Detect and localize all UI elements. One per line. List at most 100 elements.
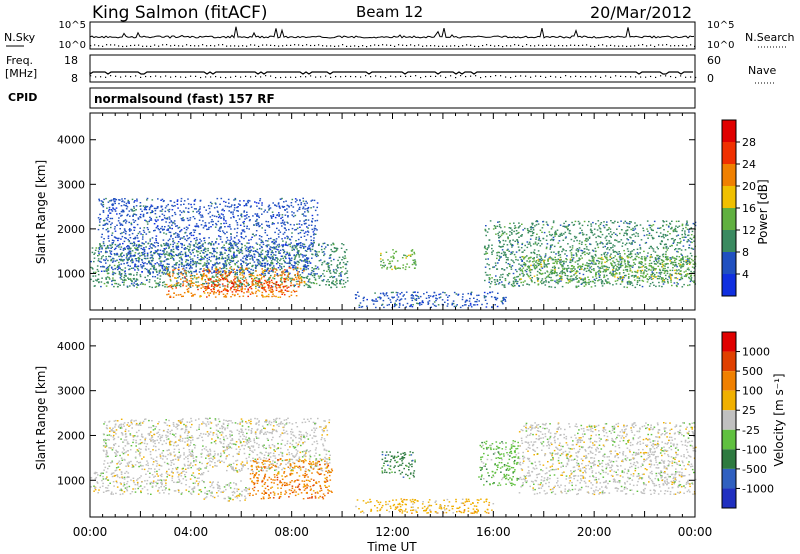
radar-cell — [216, 269, 218, 271]
radar-cell — [180, 273, 182, 275]
radar-cell — [529, 243, 531, 245]
radar-cell — [154, 213, 157, 215]
radar-cell — [218, 292, 221, 294]
radar-cell — [213, 271, 216, 273]
radar-cell — [653, 284, 655, 286]
radar-cell — [188, 280, 191, 282]
radar-cell — [107, 245, 109, 247]
radar-cell — [305, 239, 308, 241]
radar-cell — [251, 281, 253, 283]
radar-cell — [139, 216, 141, 218]
radar-cell — [225, 277, 228, 280]
radar-cell — [545, 279, 547, 282]
radar-cell — [135, 260, 138, 262]
radar-cell — [185, 278, 188, 280]
radar-cell — [692, 236, 695, 239]
radar-cell — [246, 264, 248, 267]
radar-cell — [332, 280, 334, 282]
radar-cell — [612, 273, 615, 276]
radar-cell — [145, 279, 148, 281]
radar-cell — [129, 252, 132, 254]
nsearch-dot — [694, 45, 696, 48]
radar-cell — [180, 197, 183, 200]
radar-cell — [135, 209, 137, 211]
radar-cell — [173, 264, 176, 266]
radar-cell — [212, 264, 215, 267]
radar-cell — [619, 277, 622, 279]
radar-cell — [303, 264, 306, 266]
radar-cell — [273, 223, 275, 225]
radar-cell — [161, 198, 164, 201]
radar-cell — [130, 222, 133, 224]
radar-cell — [305, 266, 307, 269]
radar-cell — [273, 254, 275, 256]
radar-cell — [165, 243, 167, 245]
radar-cell — [296, 269, 298, 272]
radar-cell — [682, 257, 684, 259]
radar-cell — [158, 263, 160, 265]
radar-cell — [262, 296, 264, 298]
radar-cell — [102, 242, 105, 245]
radar-cell — [132, 210, 134, 212]
radar-cell — [297, 286, 300, 288]
radar-cell — [203, 225, 206, 227]
nave-dot — [285, 76, 287, 78]
radar-cell — [506, 274, 509, 276]
radar-cell — [233, 236, 236, 239]
radar-cell — [342, 283, 345, 285]
radar-cell — [236, 276, 239, 278]
radar-cell — [255, 282, 257, 284]
radar-cell — [278, 215, 280, 217]
radar-cell — [281, 205, 284, 208]
radar-cell — [270, 260, 273, 262]
radar-cell — [300, 236, 302, 238]
radar-cell — [629, 251, 632, 253]
radar-cell — [551, 238, 553, 240]
radar-cell — [125, 222, 127, 224]
radar-cell — [218, 213, 220, 216]
radar-cell — [111, 222, 113, 224]
radar-cell — [552, 220, 555, 222]
radar-cell — [241, 265, 243, 267]
radar-cell — [248, 250, 251, 252]
radar-cell — [521, 234, 523, 236]
radar-cell — [196, 286, 199, 288]
radar-cell — [346, 270, 349, 272]
radar-cell — [312, 206, 315, 208]
radar-cell — [287, 216, 289, 218]
radar-cell — [191, 295, 193, 297]
radar-cell — [106, 223, 109, 225]
radar-cell — [209, 211, 211, 213]
radar-cell — [150, 254, 152, 256]
radar-cell — [610, 242, 612, 244]
radar-cell — [187, 245, 189, 248]
radar-cell — [278, 236, 280, 238]
radar-cell — [333, 272, 336, 274]
radar-cell — [690, 277, 693, 279]
radar-cell — [336, 280, 338, 282]
radar-cell — [344, 286, 346, 288]
freq-strip: Freq. [MHz] 18 8 60 0 Nave — [5, 54, 776, 85]
radar-cell — [636, 224, 638, 227]
radar-cell — [186, 235, 188, 237]
radar-cell — [640, 239, 643, 241]
radar-cell — [271, 211, 274, 213]
radar-cell — [215, 285, 218, 287]
radar-cell — [136, 267, 139, 270]
radar-cell — [323, 253, 326, 255]
radar-cell — [291, 198, 294, 201]
radar-cell — [272, 239, 275, 241]
radar-cell — [109, 217, 112, 220]
radar-cell — [97, 217, 100, 219]
radar-cell — [321, 251, 324, 253]
nsearch-dot — [426, 45, 428, 47]
radar-cell — [161, 260, 163, 263]
radar-cell — [137, 240, 140, 242]
radar-cell — [296, 210, 299, 212]
radar-cell — [297, 263, 299, 266]
radar-cell — [170, 220, 172, 222]
radar-cell — [537, 239, 540, 241]
radar-cell — [136, 198, 138, 200]
radar-cell — [167, 203, 169, 206]
radar-cell — [288, 206, 290, 208]
